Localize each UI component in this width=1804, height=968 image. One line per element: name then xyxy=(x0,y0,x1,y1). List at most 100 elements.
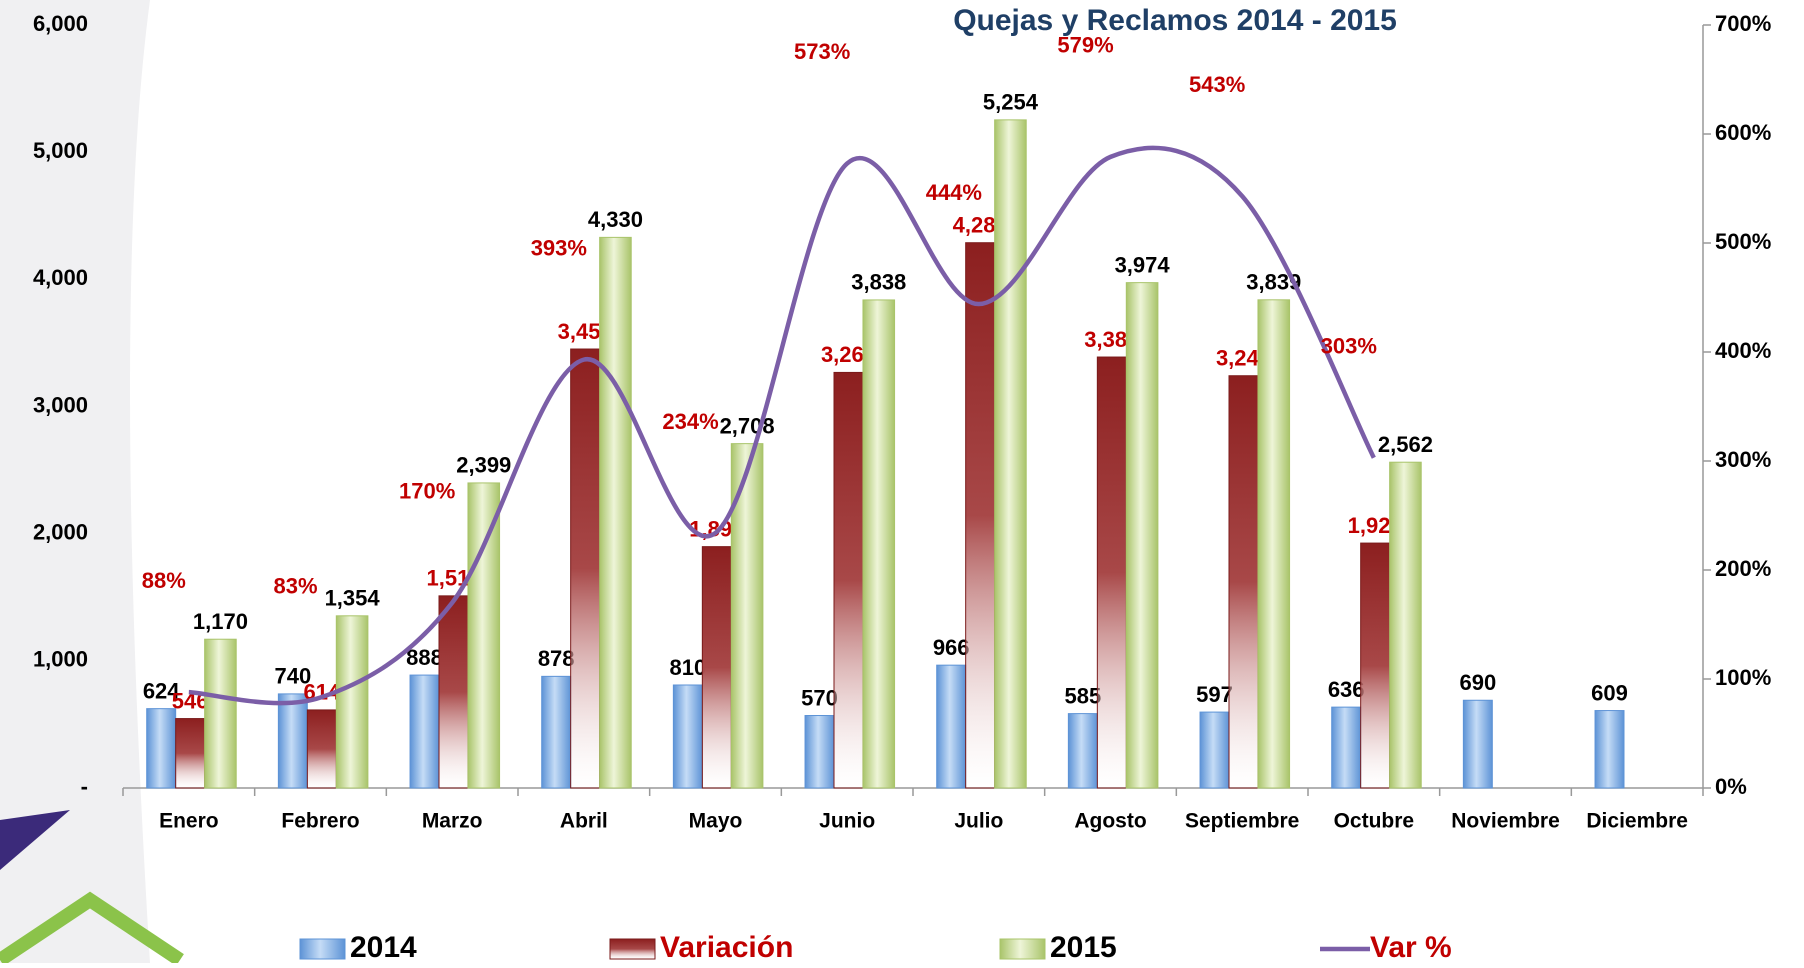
data-label: 234% xyxy=(662,409,718,434)
data-label: 1,170 xyxy=(193,609,248,634)
data-label: 2,708 xyxy=(720,413,775,438)
bar xyxy=(1331,706,1362,789)
data-label: 878 xyxy=(538,646,575,671)
data-label: 636 xyxy=(1328,677,1365,702)
y-tick-label: - xyxy=(81,774,88,799)
data-label: 740 xyxy=(274,664,311,689)
x-tick-label: Octubre xyxy=(1334,810,1415,833)
line xyxy=(188,145,1376,706)
x-tick-label: Mayo xyxy=(689,810,743,833)
data-label: 624 xyxy=(143,678,180,703)
bar xyxy=(1389,461,1422,789)
x-tick-label: Abril xyxy=(560,810,608,833)
bar xyxy=(277,693,308,789)
x-tick-label: Noviembre xyxy=(1451,810,1560,833)
bar xyxy=(862,299,896,789)
bar xyxy=(1096,356,1127,789)
bar xyxy=(306,709,337,789)
data-label: 5,254 xyxy=(983,90,1039,115)
data-label: 810 xyxy=(669,655,706,680)
data-label: 170% xyxy=(399,479,455,504)
bar xyxy=(1594,710,1625,789)
y2-tick-label: 700% xyxy=(1715,11,1771,36)
y-tick-label: 5,000 xyxy=(33,138,88,163)
bar xyxy=(335,615,369,789)
data-label: 690 xyxy=(1459,670,1496,695)
bar xyxy=(570,348,601,789)
data-label: 609 xyxy=(1591,680,1628,705)
x-tick-label: Marzo xyxy=(422,810,483,833)
legend-label: 2015 xyxy=(1050,931,1117,963)
y-tick-label: 3,000 xyxy=(33,392,88,417)
bar xyxy=(833,371,864,789)
x-tick-label: Agosto xyxy=(1074,810,1146,833)
bar xyxy=(438,595,469,789)
bar xyxy=(1228,375,1259,789)
data-label: 83% xyxy=(273,573,317,598)
y2-tick-label: 100% xyxy=(1715,665,1771,690)
y-tick-label: 2,000 xyxy=(33,519,88,544)
y2-tick-label: 200% xyxy=(1715,556,1771,581)
bar xyxy=(965,242,996,789)
data-label: 966 xyxy=(933,635,970,660)
data-label: 888 xyxy=(406,645,443,670)
bar xyxy=(1360,542,1391,789)
bar xyxy=(1067,713,1098,789)
bar xyxy=(599,236,632,789)
y2-tick-label: 400% xyxy=(1715,338,1771,363)
bar xyxy=(541,675,572,789)
data-label: 543% xyxy=(1189,72,1245,97)
chart-title: Quejas y Reclamos 2014 - 2015 xyxy=(953,4,1397,37)
x-tick-label: Febrero xyxy=(281,810,359,833)
data-label: 585 xyxy=(1064,683,1101,708)
x-tick-label: Julio xyxy=(954,810,1003,833)
legend-label: 2014 xyxy=(350,931,417,963)
bar xyxy=(936,664,967,789)
data-label: 3,838 xyxy=(851,270,906,295)
data-label: 597 xyxy=(1196,682,1233,707)
bar xyxy=(204,638,237,789)
legend-swatch xyxy=(609,938,656,960)
bar xyxy=(1199,711,1230,789)
legend-swatch xyxy=(299,938,346,960)
data-label: 303% xyxy=(1321,334,1377,359)
x-tick-label: Diciembre xyxy=(1586,810,1688,833)
logo-shape xyxy=(0,810,70,870)
bar xyxy=(146,708,177,789)
data-label: 2,399 xyxy=(456,453,511,478)
y2-tick-label: 600% xyxy=(1715,120,1771,145)
legend-swatch xyxy=(999,938,1046,960)
data-label: 573% xyxy=(794,39,850,64)
bar xyxy=(1257,299,1291,789)
bar xyxy=(1125,282,1159,789)
data-label: 1,354 xyxy=(325,586,381,611)
data-label: 393% xyxy=(531,235,587,260)
bar xyxy=(409,674,440,789)
background-shape xyxy=(0,0,150,963)
data-label: 444% xyxy=(926,180,982,205)
x-tick-label: Junio xyxy=(819,810,875,833)
y-tick-label: 1,000 xyxy=(33,647,88,672)
y-tick-label: 4,000 xyxy=(33,265,88,290)
data-label: 3,974 xyxy=(1115,252,1171,277)
data-label: 88% xyxy=(142,568,186,593)
data-label: 4,330 xyxy=(588,207,643,232)
data-label: 570 xyxy=(801,685,838,710)
y2-tick-label: 500% xyxy=(1715,229,1771,254)
x-tick-label: Septiembre xyxy=(1185,810,1299,833)
bar xyxy=(672,684,703,789)
bar xyxy=(701,546,732,789)
bar xyxy=(467,482,501,789)
y-tick-label: 6,000 xyxy=(33,11,88,36)
bar xyxy=(804,715,835,789)
bar xyxy=(1462,699,1493,789)
logo-shape xyxy=(0,891,184,966)
x-tick-label: Enero xyxy=(159,810,219,833)
legend-label: Variación xyxy=(660,931,793,963)
legend-label: Var % xyxy=(1370,931,1452,963)
y2-tick-label: 300% xyxy=(1715,447,1771,472)
y2-tick-label: 0% xyxy=(1715,774,1747,799)
data-label: 2,562 xyxy=(1378,432,1433,457)
data-label: 579% xyxy=(1057,33,1113,58)
